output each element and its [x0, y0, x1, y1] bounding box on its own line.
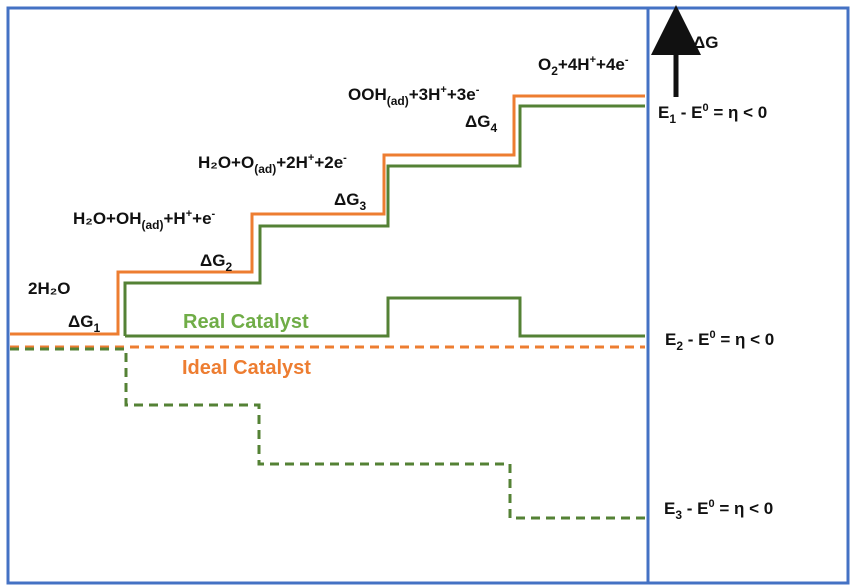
- equation-e3: E3 - E0 = η < 0: [664, 498, 773, 522]
- real-catalyst-line-e2: [125, 296, 645, 338]
- real-catalyst-line-e1: [123, 104, 645, 336]
- step-label-dg2: ΔG2: [200, 251, 232, 274]
- state-label-o-ad: H₂O+O(ad)+2H++2e-: [198, 152, 347, 176]
- real-catalyst-label: Real Catalyst: [183, 311, 309, 333]
- diagram-frame: [6, 6, 850, 585]
- real-catalyst-line-e3: [10, 347, 645, 520]
- equation-e2: E2 - E0 = η < 0: [665, 329, 774, 353]
- ideal-catalyst-label: Ideal Catalyst: [182, 357, 311, 379]
- state-label-oh-ad: H₂O+OH(ad)+H++e-: [73, 208, 216, 232]
- state-label-ooh-ad: OOH(ad)+3H++3e-: [348, 84, 480, 108]
- step-label-dg1: ΔG1: [68, 312, 100, 335]
- step-label-dg4: ΔG4: [465, 112, 497, 135]
- step-label-dg3: ΔG3: [334, 190, 366, 213]
- equation-e1: E1 - E0 = η < 0: [658, 102, 767, 126]
- ideal-catalyst-line: [10, 94, 645, 336]
- delta-g-axis-label: ΔG: [693, 33, 718, 52]
- state-label-o2: O2+4H++4e-: [538, 54, 629, 78]
- state-label-2h2o: 2H₂O: [28, 279, 71, 298]
